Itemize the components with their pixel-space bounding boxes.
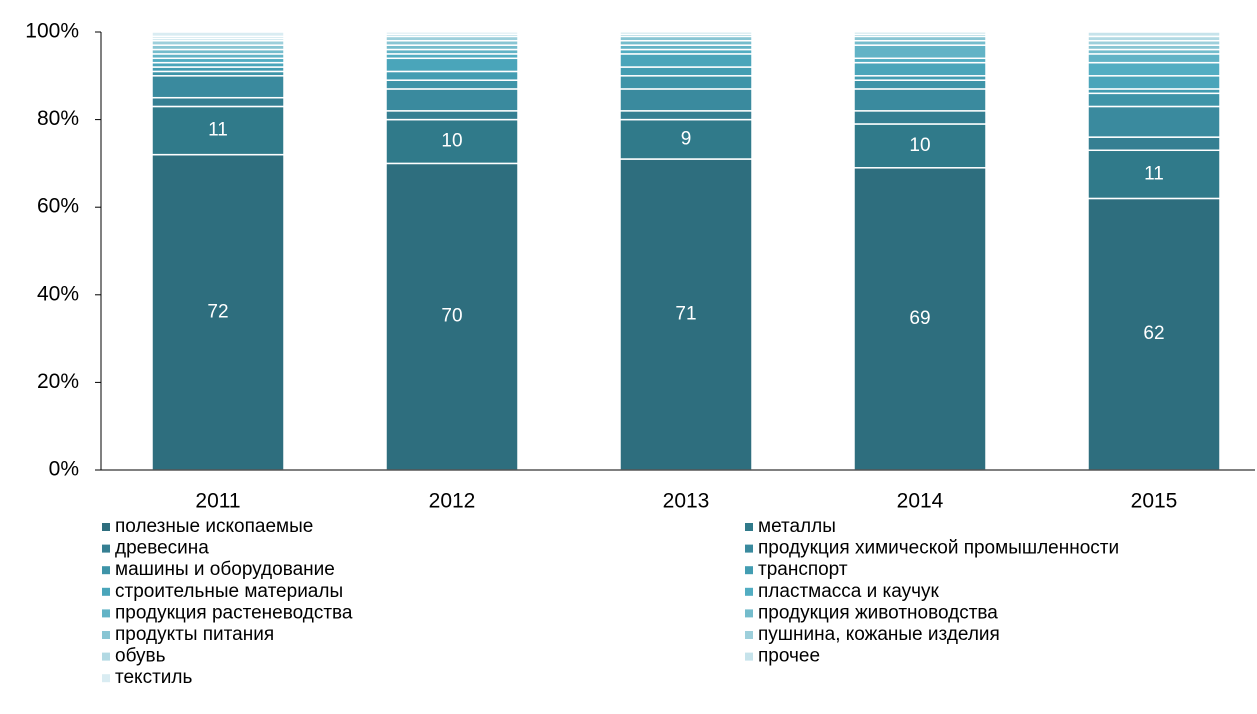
bar-segment <box>385 57 519 73</box>
bar-segment <box>385 162 519 471</box>
legend-marker <box>745 609 753 618</box>
x-tick-label: 2015 <box>1131 490 1178 513</box>
legend-label: строительные материалы <box>115 581 343 602</box>
legend-label: машины и оборудование <box>115 559 335 580</box>
legend-marker <box>102 587 110 596</box>
legend-marker <box>102 609 110 618</box>
legend-marker <box>102 566 110 575</box>
bar-segment <box>619 118 753 160</box>
y-tick-label: 20% <box>37 370 79 393</box>
bar-segment <box>619 31 753 35</box>
data-label: 11 <box>1144 163 1164 184</box>
x-tick-label: 2013 <box>663 490 710 513</box>
bar-segment <box>385 70 519 81</box>
bar-segment <box>1087 149 1221 200</box>
legend-label: транспорт <box>758 559 848 580</box>
legend-marker <box>102 544 110 553</box>
legend-marker <box>745 631 753 639</box>
bar-segment <box>385 79 519 90</box>
bar-segment <box>619 53 753 68</box>
legend-label: продукты питания <box>115 624 274 645</box>
data-label: 62 <box>1143 323 1164 344</box>
bar-segment <box>385 118 519 165</box>
bar-segment <box>151 31 285 38</box>
legend-label: пушнина, кожаные изделия <box>758 624 1000 645</box>
legend-label: прочее <box>758 646 820 667</box>
y-tick-label: 80% <box>37 107 79 130</box>
legend-marker <box>745 544 753 553</box>
legend-marker <box>745 566 753 575</box>
legend-label: текстиль <box>115 667 192 688</box>
data-label: 10 <box>909 135 930 156</box>
bar-segment <box>1087 61 1221 77</box>
bar-segment <box>853 31 987 35</box>
bar-segment <box>619 75 753 90</box>
data-label: 72 <box>207 301 228 322</box>
data-label: 71 <box>675 304 696 325</box>
legend-label: продукция химической промышленности <box>758 538 1119 559</box>
bar-segment <box>151 96 285 108</box>
bar-segment <box>1087 105 1221 138</box>
legend-label: древесина <box>115 538 209 559</box>
bar-segment <box>151 105 285 156</box>
bar-segment <box>619 110 753 121</box>
legend-marker <box>102 631 110 639</box>
bar-segment <box>853 167 987 471</box>
bar-segment <box>1087 92 1221 108</box>
bar-segment <box>619 88 753 112</box>
bar-segment <box>385 88 519 112</box>
legend-marker <box>745 523 753 531</box>
legend-marker <box>102 674 110 683</box>
bar-segment <box>1087 31 1221 38</box>
legend-label: продукция растеневодства <box>115 602 353 623</box>
legend-label: продукция животноводства <box>758 602 998 623</box>
data-label: 10 <box>441 131 462 152</box>
bar-segment <box>1087 197 1221 471</box>
legend-label: пластмасса и каучук <box>758 581 939 602</box>
y-tick-label: 0% <box>49 458 79 481</box>
legend-label: обувь <box>115 646 166 667</box>
bar-segment <box>385 110 519 121</box>
y-tick-label: 100% <box>25 20 79 43</box>
bar-segment <box>151 75 285 99</box>
bar-segment <box>853 88 987 112</box>
y-tick-label: 40% <box>37 282 79 305</box>
data-label: 11 <box>208 120 228 141</box>
bar-segment <box>1087 75 1221 90</box>
bar-segment <box>853 110 987 125</box>
bar-segment <box>853 61 987 77</box>
legend-marker <box>745 587 753 596</box>
bar-segment <box>619 66 753 77</box>
data-label: 9 <box>681 128 692 149</box>
data-label: 70 <box>441 306 462 327</box>
bar-segment <box>385 31 519 35</box>
x-tick-label: 2014 <box>897 490 944 513</box>
legend-label: полезные ископаемые <box>115 516 313 537</box>
y-tick-label: 60% <box>37 195 79 218</box>
data-label: 69 <box>909 308 930 329</box>
x-tick-label: 2012 <box>429 490 476 513</box>
bar-segment <box>619 158 753 471</box>
bar-segment <box>853 44 987 60</box>
legend-marker <box>102 652 110 661</box>
legend-marker <box>102 523 110 531</box>
bar-segment <box>853 123 987 169</box>
legend-marker <box>745 652 753 661</box>
bar-segment <box>1087 53 1221 64</box>
x-tick-label: 2011 <box>195 490 240 513</box>
legend-label: металлы <box>758 516 836 537</box>
bar-segment <box>1087 136 1221 152</box>
bar-segment <box>853 79 987 90</box>
